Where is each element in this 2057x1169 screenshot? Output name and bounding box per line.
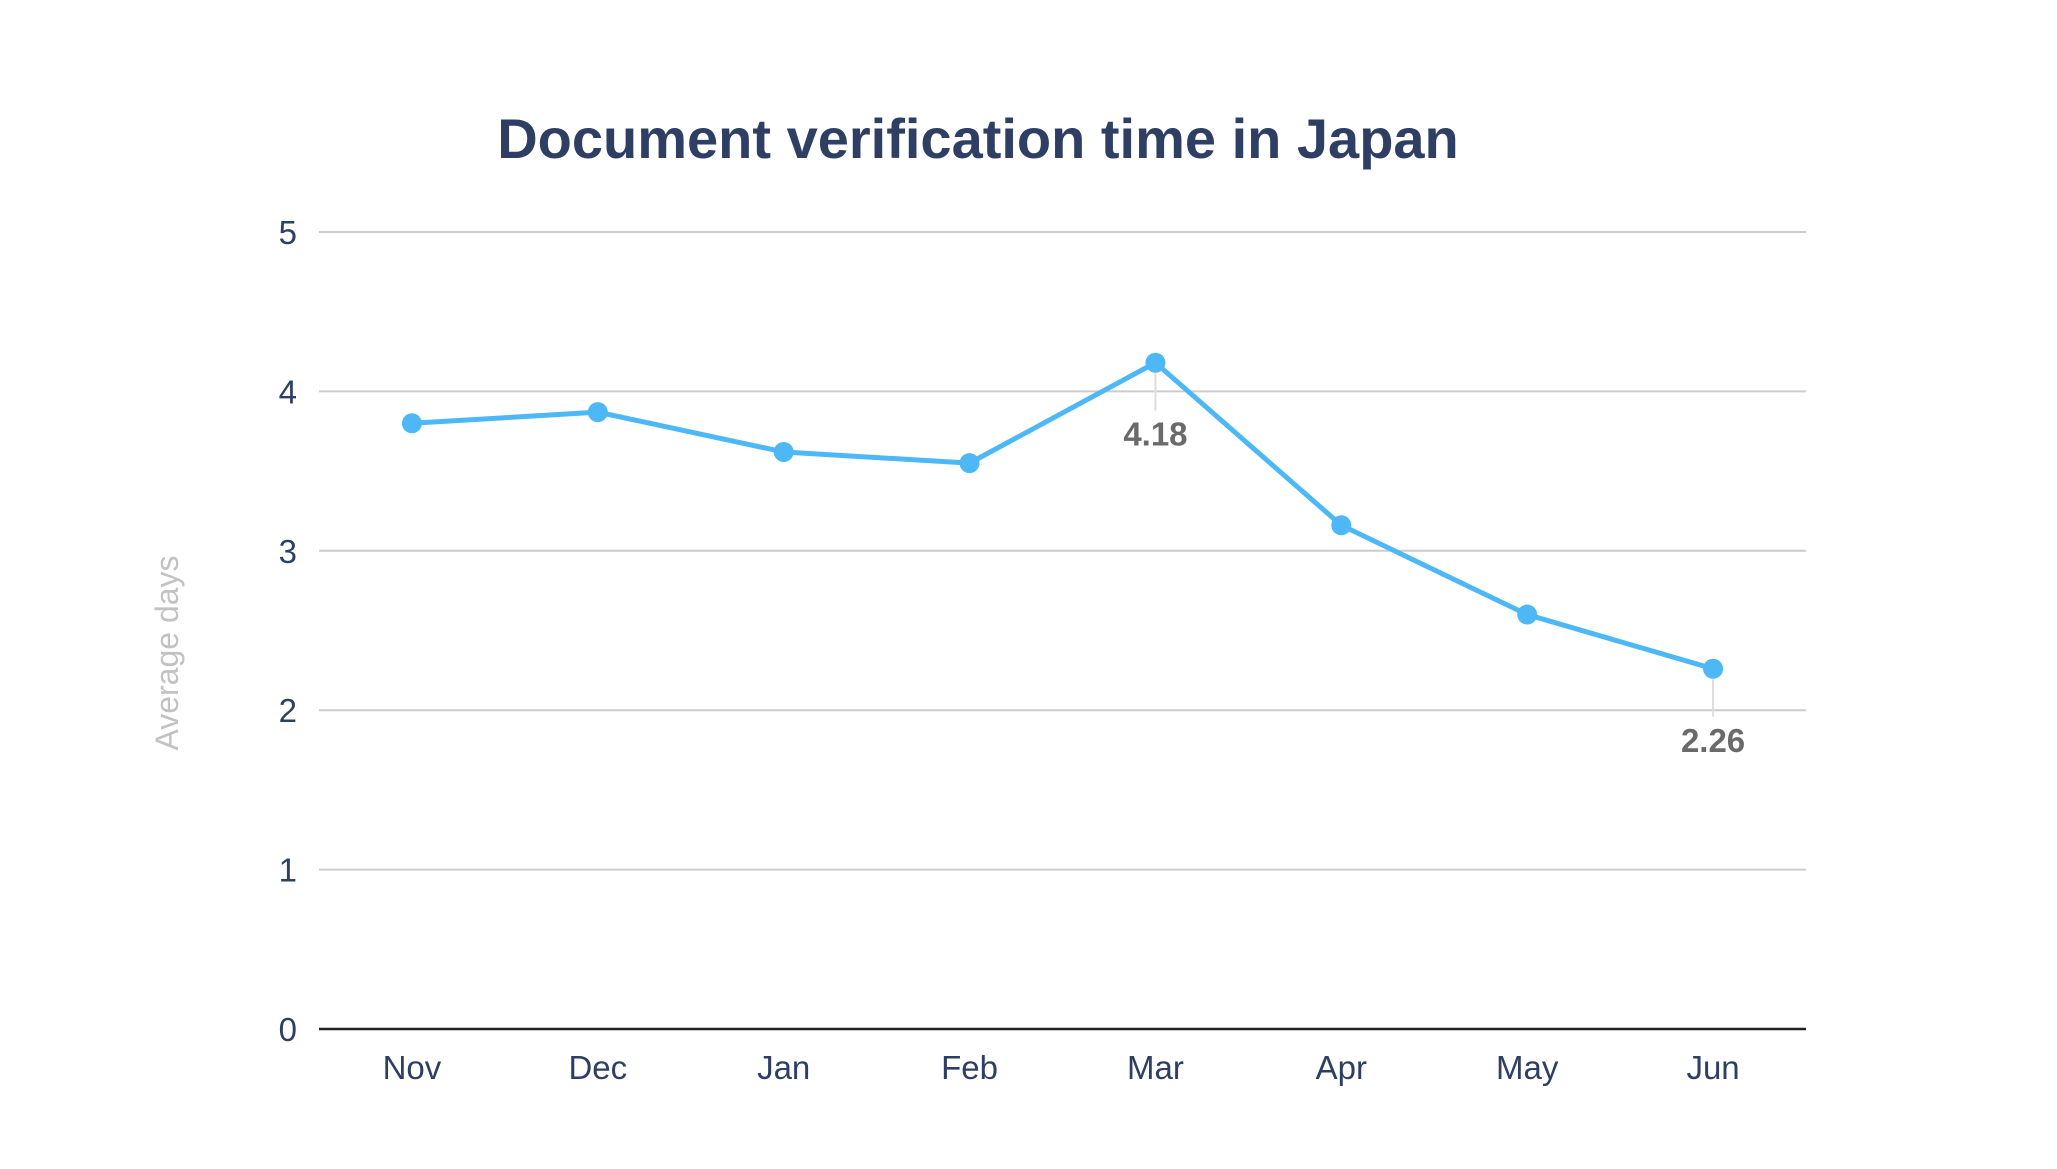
data-point xyxy=(1331,515,1352,536)
data-point xyxy=(587,402,608,423)
data-point xyxy=(1517,604,1538,625)
y-tick-label: 0 xyxy=(279,1011,297,1048)
series-line xyxy=(409,360,1716,672)
y-axis-ticks: 0 1 2 3 4 5 xyxy=(279,214,297,1048)
data-point xyxy=(401,413,422,434)
gridlines xyxy=(319,231,1806,871)
data-point xyxy=(959,453,980,474)
x-tick-label: Dec xyxy=(568,1049,627,1086)
chart-title: Document verification time in Japan xyxy=(497,107,1459,170)
x-tick-label: Feb xyxy=(941,1049,998,1086)
data-labels: 4.18 2.26 xyxy=(1123,372,1745,759)
data-label: 2.26 xyxy=(1681,722,1745,759)
y-tick-label: 2 xyxy=(279,692,297,729)
y-axis-label: Average days xyxy=(149,555,185,750)
x-tick-label: Nov xyxy=(383,1049,442,1086)
series-layer xyxy=(401,352,1724,679)
x-tick-label: Mar xyxy=(1127,1049,1184,1086)
x-tick-label: Jan xyxy=(757,1049,810,1086)
x-axis-ticks: Nov Dec Jan Feb Mar Apr May Jun xyxy=(383,1049,1740,1086)
x-tick-label: Jun xyxy=(1686,1049,1739,1086)
x-tick-label: May xyxy=(1496,1049,1559,1086)
data-label: 4.18 xyxy=(1123,416,1187,453)
data-point xyxy=(1145,352,1166,373)
y-tick-label: 1 xyxy=(279,852,297,889)
y-tick-label: 4 xyxy=(279,373,297,410)
y-tick-label: 5 xyxy=(279,214,297,251)
data-point xyxy=(1703,658,1724,679)
data-point xyxy=(773,441,794,462)
y-tick-label: 3 xyxy=(279,533,297,570)
x-tick-label: Apr xyxy=(1316,1049,1367,1086)
